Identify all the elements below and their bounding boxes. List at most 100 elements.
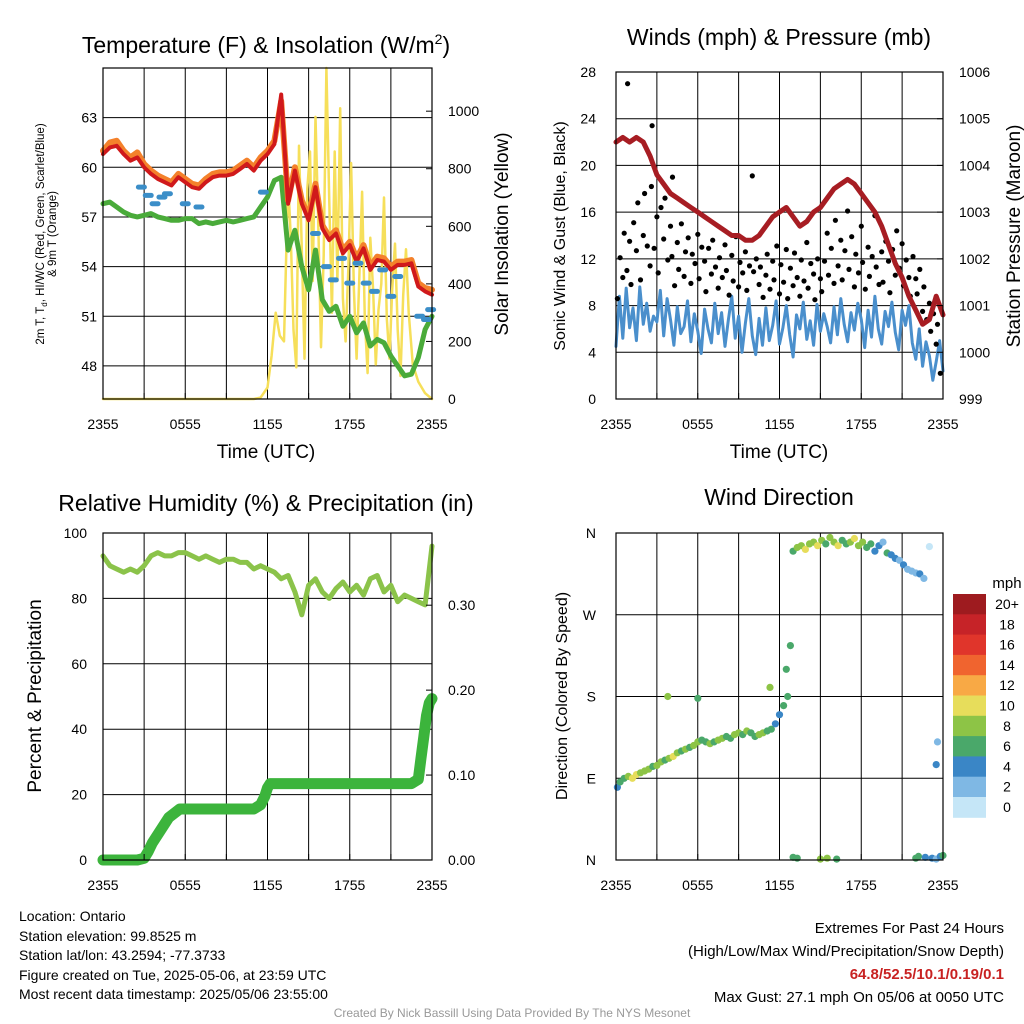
winds-series — [613, 81, 946, 382]
gust-point — [716, 255, 723, 261]
gust-point — [749, 173, 755, 179]
gust-point — [917, 266, 923, 272]
colorbar-label: 14 — [999, 657, 1015, 673]
pressure-ytick-label: 1005 — [959, 111, 990, 127]
humidity-title: Relative Humidity (%) & Precipitation (i… — [58, 490, 473, 516]
humidity-ytick-label: 0 — [79, 852, 87, 868]
gust-point — [715, 285, 721, 291]
gust-point — [906, 274, 912, 281]
colorbar-swatch — [953, 715, 986, 737]
max-gust: Max Gust: 27.1 mph On 05/06 at 0050 UTC — [713, 989, 1004, 1006]
gust-point — [726, 292, 732, 298]
direction-point — [782, 665, 790, 673]
gust-point — [825, 272, 832, 278]
pressure-ytick-label: 1001 — [959, 298, 990, 314]
direction-point — [766, 683, 774, 692]
colorbar-swatch — [953, 776, 986, 798]
temperature-ylabel-line1a: 2m T, T — [35, 307, 47, 345]
direction-point — [859, 538, 867, 546]
temp-2m-line — [101, 92, 434, 297]
temperature-panel: Temperature (F) & Insolation (W/m2) 2355… — [35, 31, 513, 463]
temperature-ytick-label: 48 — [81, 358, 97, 374]
gust-point — [678, 221, 685, 227]
recent-data: Most recent data timestamp: 2025/05/06 2… — [19, 986, 328, 1002]
direction-point — [921, 853, 929, 861]
humidity-xtick-label: 2355 — [416, 877, 447, 893]
gust-point — [637, 277, 644, 283]
gust-point — [934, 321, 941, 327]
colorbar-swatch — [953, 614, 986, 636]
gust-point — [801, 278, 807, 284]
dewpoint-line — [100, 174, 435, 379]
direction-ytick-label: S — [587, 689, 596, 705]
gust-point — [648, 183, 655, 190]
direction-point — [780, 702, 788, 710]
gust-point — [627, 238, 633, 244]
gust-point — [757, 264, 764, 270]
gust-point — [910, 253, 916, 260]
gust-point — [921, 284, 927, 290]
direction-point — [784, 692, 792, 701]
gust-point — [763, 272, 769, 278]
temperature-xtick-label: 2355 — [87, 416, 118, 432]
gust-point — [892, 272, 898, 278]
insolation-ytick-label: 400 — [448, 276, 472, 292]
gust-point — [764, 251, 770, 257]
temperature-ylabel-left-line2: & 9m T (Orange) — [47, 191, 59, 277]
gust-point — [787, 265, 794, 271]
gust-point — [933, 341, 939, 347]
temperature-ticks: 2355 0555 1155 1755 2355 48 51 54 57 60 63 0 200 400 6… — [81, 103, 479, 432]
gust-point — [647, 263, 653, 269]
gust-point — [620, 274, 626, 281]
gust-point — [774, 243, 780, 249]
gust-point — [876, 281, 882, 288]
gust-point — [744, 287, 750, 293]
precip-ytick-label: 0.30 — [448, 597, 475, 613]
humidity-xtick-label: 0555 — [170, 877, 201, 893]
temperature-ylabel-sub: d — [40, 302, 49, 306]
gust-point — [778, 262, 784, 268]
gust-point — [672, 283, 678, 289]
gust-point — [635, 200, 641, 206]
extremes-box: Extremes For Past 24 Hours (High/Low/Max… — [688, 917, 1004, 1009]
extremes-values: 64.8/52.5/10.1/0.19/0.1 — [849, 966, 1004, 983]
gust-point — [835, 263, 841, 269]
direction-point — [801, 545, 810, 554]
gust-point — [920, 308, 926, 314]
direction-point — [871, 547, 879, 555]
humidity-ytick-label: 60 — [71, 656, 87, 672]
temperature-ylabel-right: Solar Insolation (Yellow) — [492, 132, 513, 335]
gust-point — [708, 271, 715, 277]
direction-xtick-label: 0555 — [682, 877, 713, 893]
gust-point — [771, 277, 777, 283]
colorbar-label: 12 — [999, 677, 1015, 693]
winds-ylabel-left: Sonic Wind & Gust (Blue, Black) — [552, 121, 569, 350]
pressure-ytick-label: 1003 — [959, 204, 990, 220]
gust-point — [903, 257, 909, 263]
gust-point — [862, 286, 868, 292]
colorbar-unit: mph — [992, 575, 1021, 592]
winds-ytick-label: 0 — [588, 391, 596, 407]
gust-point — [692, 260, 698, 267]
gust-point — [821, 258, 828, 264]
precip-ytick-label: 0.10 — [448, 767, 475, 783]
humidity-ytick-label: 40 — [71, 721, 87, 737]
gust-point — [644, 243, 650, 249]
temperature-title-close: ) — [442, 32, 450, 58]
direction-ytick-label: N — [586, 525, 596, 541]
gust-point — [937, 370, 943, 376]
humidity-panel: Relative Humidity (%) & Precipitation (i… — [25, 490, 475, 893]
gust-point — [642, 190, 648, 197]
winds-xtick-label: 1155 — [764, 416, 794, 432]
humidity-grid — [103, 533, 432, 860]
gust-point — [894, 228, 900, 234]
humidity-ylabel-left: Percent & Precipitation — [25, 599, 46, 792]
colorbar-label: 2 — [1003, 779, 1011, 795]
winds-xtick-label: 0555 — [682, 416, 713, 432]
gust-point — [791, 250, 798, 256]
direction-point — [834, 542, 842, 550]
winds-ytick-label: 16 — [580, 204, 596, 220]
gust-point — [723, 267, 730, 274]
direction-point — [793, 854, 801, 862]
gust-point — [751, 269, 757, 275]
